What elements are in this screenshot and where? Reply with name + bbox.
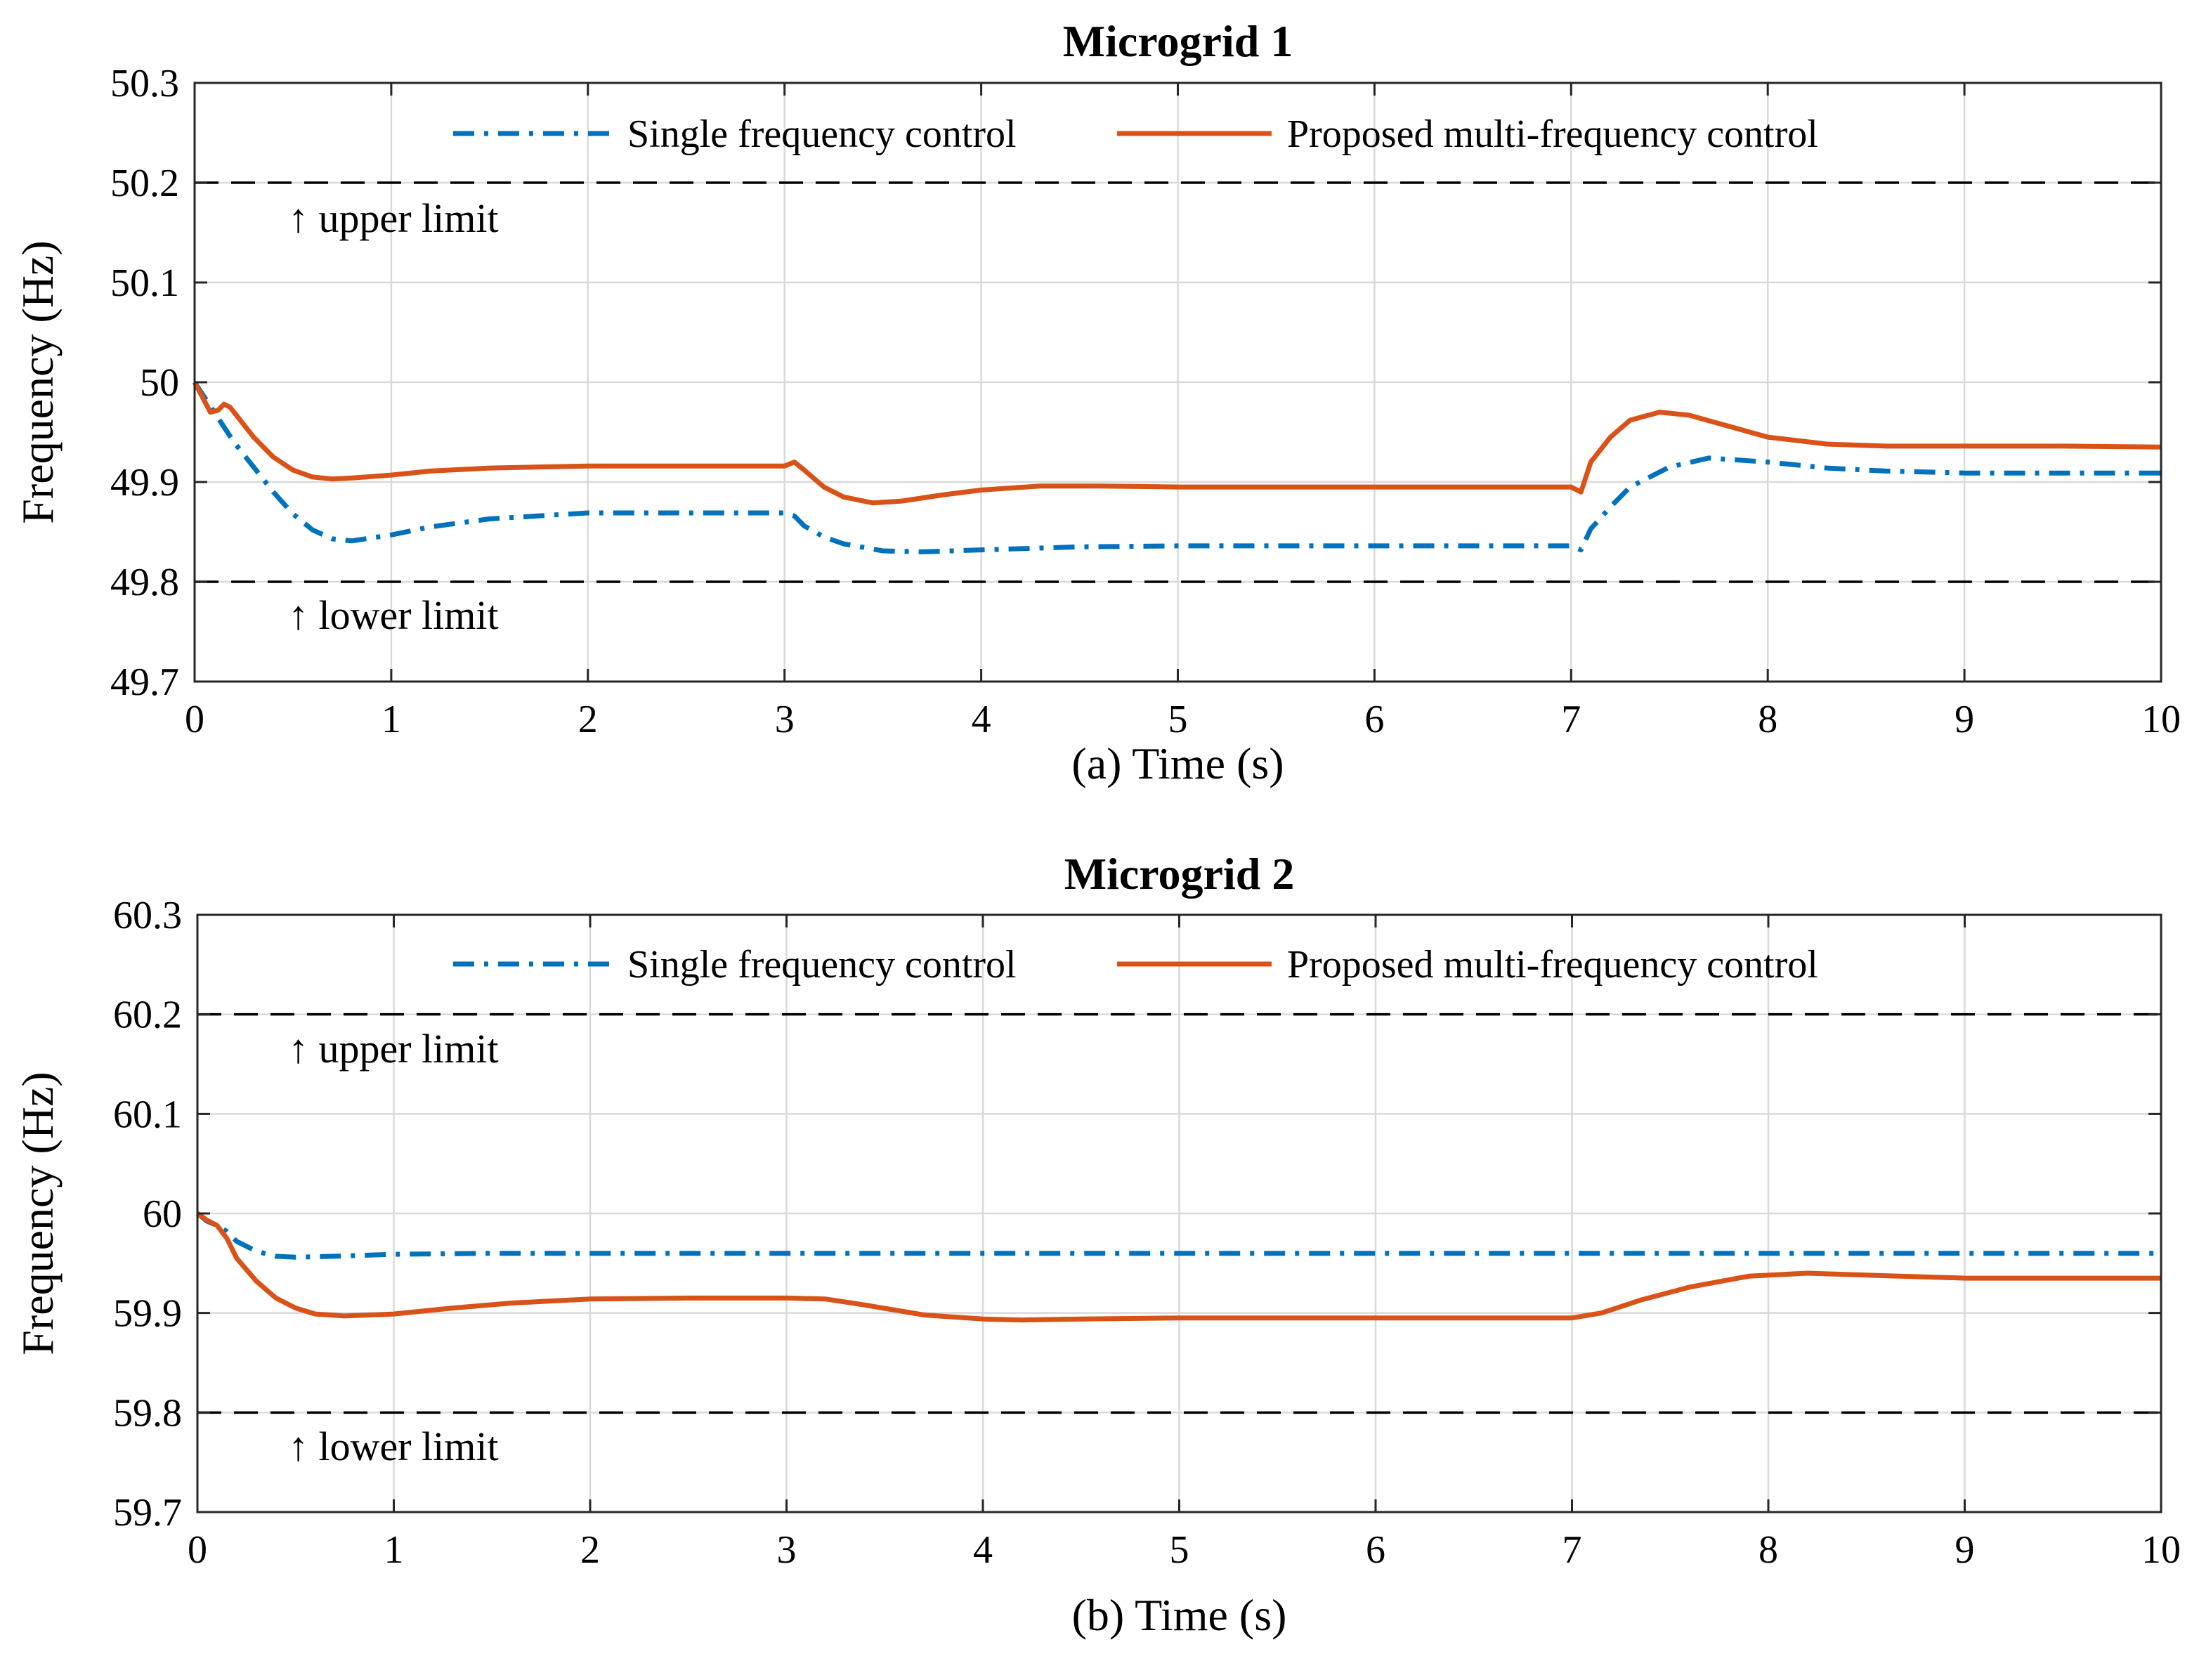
y-tick-label: 50	[140, 361, 179, 405]
x-tick-label: 1	[381, 698, 401, 741]
y-tick-label: 49.9	[110, 461, 179, 504]
y-tick-label: 59.8	[113, 1391, 182, 1435]
y-tick-label: 60.3	[113, 894, 182, 937]
y-axis-label: Frequency (Hz)	[13, 240, 63, 523]
legend: Single frequency control Proposed multi-f…	[453, 943, 1818, 986]
single-frequency-series-line	[193, 381, 2161, 554]
y-tick-label: 50.1	[110, 261, 179, 305]
y-tick-label: 49.7	[110, 660, 179, 704]
legend: Single frequency control Proposed multi-f…	[453, 112, 1818, 156]
y-tick-label: 60.1	[113, 1093, 182, 1136]
x-tick-label: 2	[580, 1528, 600, 1572]
x-tick-label: 7	[1561, 698, 1581, 741]
x-tick-label: 0	[185, 698, 204, 741]
x-tick-label: 9	[1955, 1528, 1975, 1572]
x-tick-label: 8	[1758, 698, 1777, 741]
y-axis-label: Frequency (Hz)	[13, 1072, 63, 1355]
x-tick-label: 0	[188, 1528, 207, 1572]
x-tick-label: 10	[2141, 1528, 2181, 1572]
x-tick-label: 2	[578, 698, 598, 741]
x-tick-label: 3	[777, 1528, 797, 1572]
x-tick-label: 7	[1562, 1528, 1582, 1572]
y-tick-label: 60.2	[113, 994, 182, 1037]
lower-limit-annotation: ↑ lower limit	[288, 592, 499, 638]
x-tick-label: 5	[1168, 698, 1188, 741]
x-tick-label: 6	[1366, 1528, 1385, 1572]
microgrid-2-panel: 0 1 2 3 4 5 6 7 8 9 10 59.7 59.8 59.9 60 60.1 60.2 60.3 Mi…	[13, 849, 2181, 1640]
upper-limit-annotation: ↑ upper limit	[288, 195, 499, 241]
y-tick-label: 59.9	[113, 1292, 182, 1336]
multi-frequency-series-line	[195, 1211, 2161, 1323]
multi-frequency-series-line	[192, 381, 2162, 506]
x-tick-label: 10	[2141, 698, 2181, 741]
x-tick-label: 5	[1170, 1528, 1189, 1572]
y-tick-label: 59.7	[113, 1491, 182, 1535]
x-tick-label: 1	[384, 1528, 404, 1572]
microgrid-1-panel: 0 1 2 3 4 5 6 7 8 9 10 49.7 49.8 49.9 50 50.1 50.2 50.3 Mi…	[13, 16, 2181, 788]
y-tick-label: 49.8	[110, 561, 179, 604]
legend-label-multi-frequency: Proposed multi-frequency control	[1287, 112, 1818, 156]
legend-label-single-frequency: Single frequency control	[627, 112, 1017, 156]
x-tick-label: 8	[1758, 1528, 1778, 1572]
x-tick-label: 6	[1364, 698, 1384, 741]
x-tick-label: 9	[1955, 698, 1974, 741]
x-axis-label: (a) Time (s)	[1071, 738, 1284, 788]
y-tick-label: 60	[143, 1192, 182, 1236]
upper-limit-annotation: ↑ upper limit	[288, 1026, 499, 1072]
chart-title: Microgrid 1	[1063, 16, 1293, 66]
single-frequency-series-line	[195, 1211, 2161, 1260]
grid	[197, 915, 2161, 1512]
x-tick-label: 4	[972, 698, 991, 741]
x-tick-label: 3	[775, 698, 795, 741]
x-tick-label: 4	[973, 1528, 993, 1572]
y-tick-label: 50.3	[110, 62, 179, 105]
lower-limit-annotation: ↑ lower limit	[288, 1424, 499, 1469]
legend-label-multi-frequency: Proposed multi-frequency control	[1287, 943, 1818, 986]
legend-label-single-frequency: Single frequency control	[627, 943, 1017, 986]
x-axis-label: (b) Time (s)	[1072, 1590, 1287, 1640]
y-tick-label: 50.2	[110, 162, 179, 205]
chart-title: Microgrid 2	[1064, 849, 1295, 899]
